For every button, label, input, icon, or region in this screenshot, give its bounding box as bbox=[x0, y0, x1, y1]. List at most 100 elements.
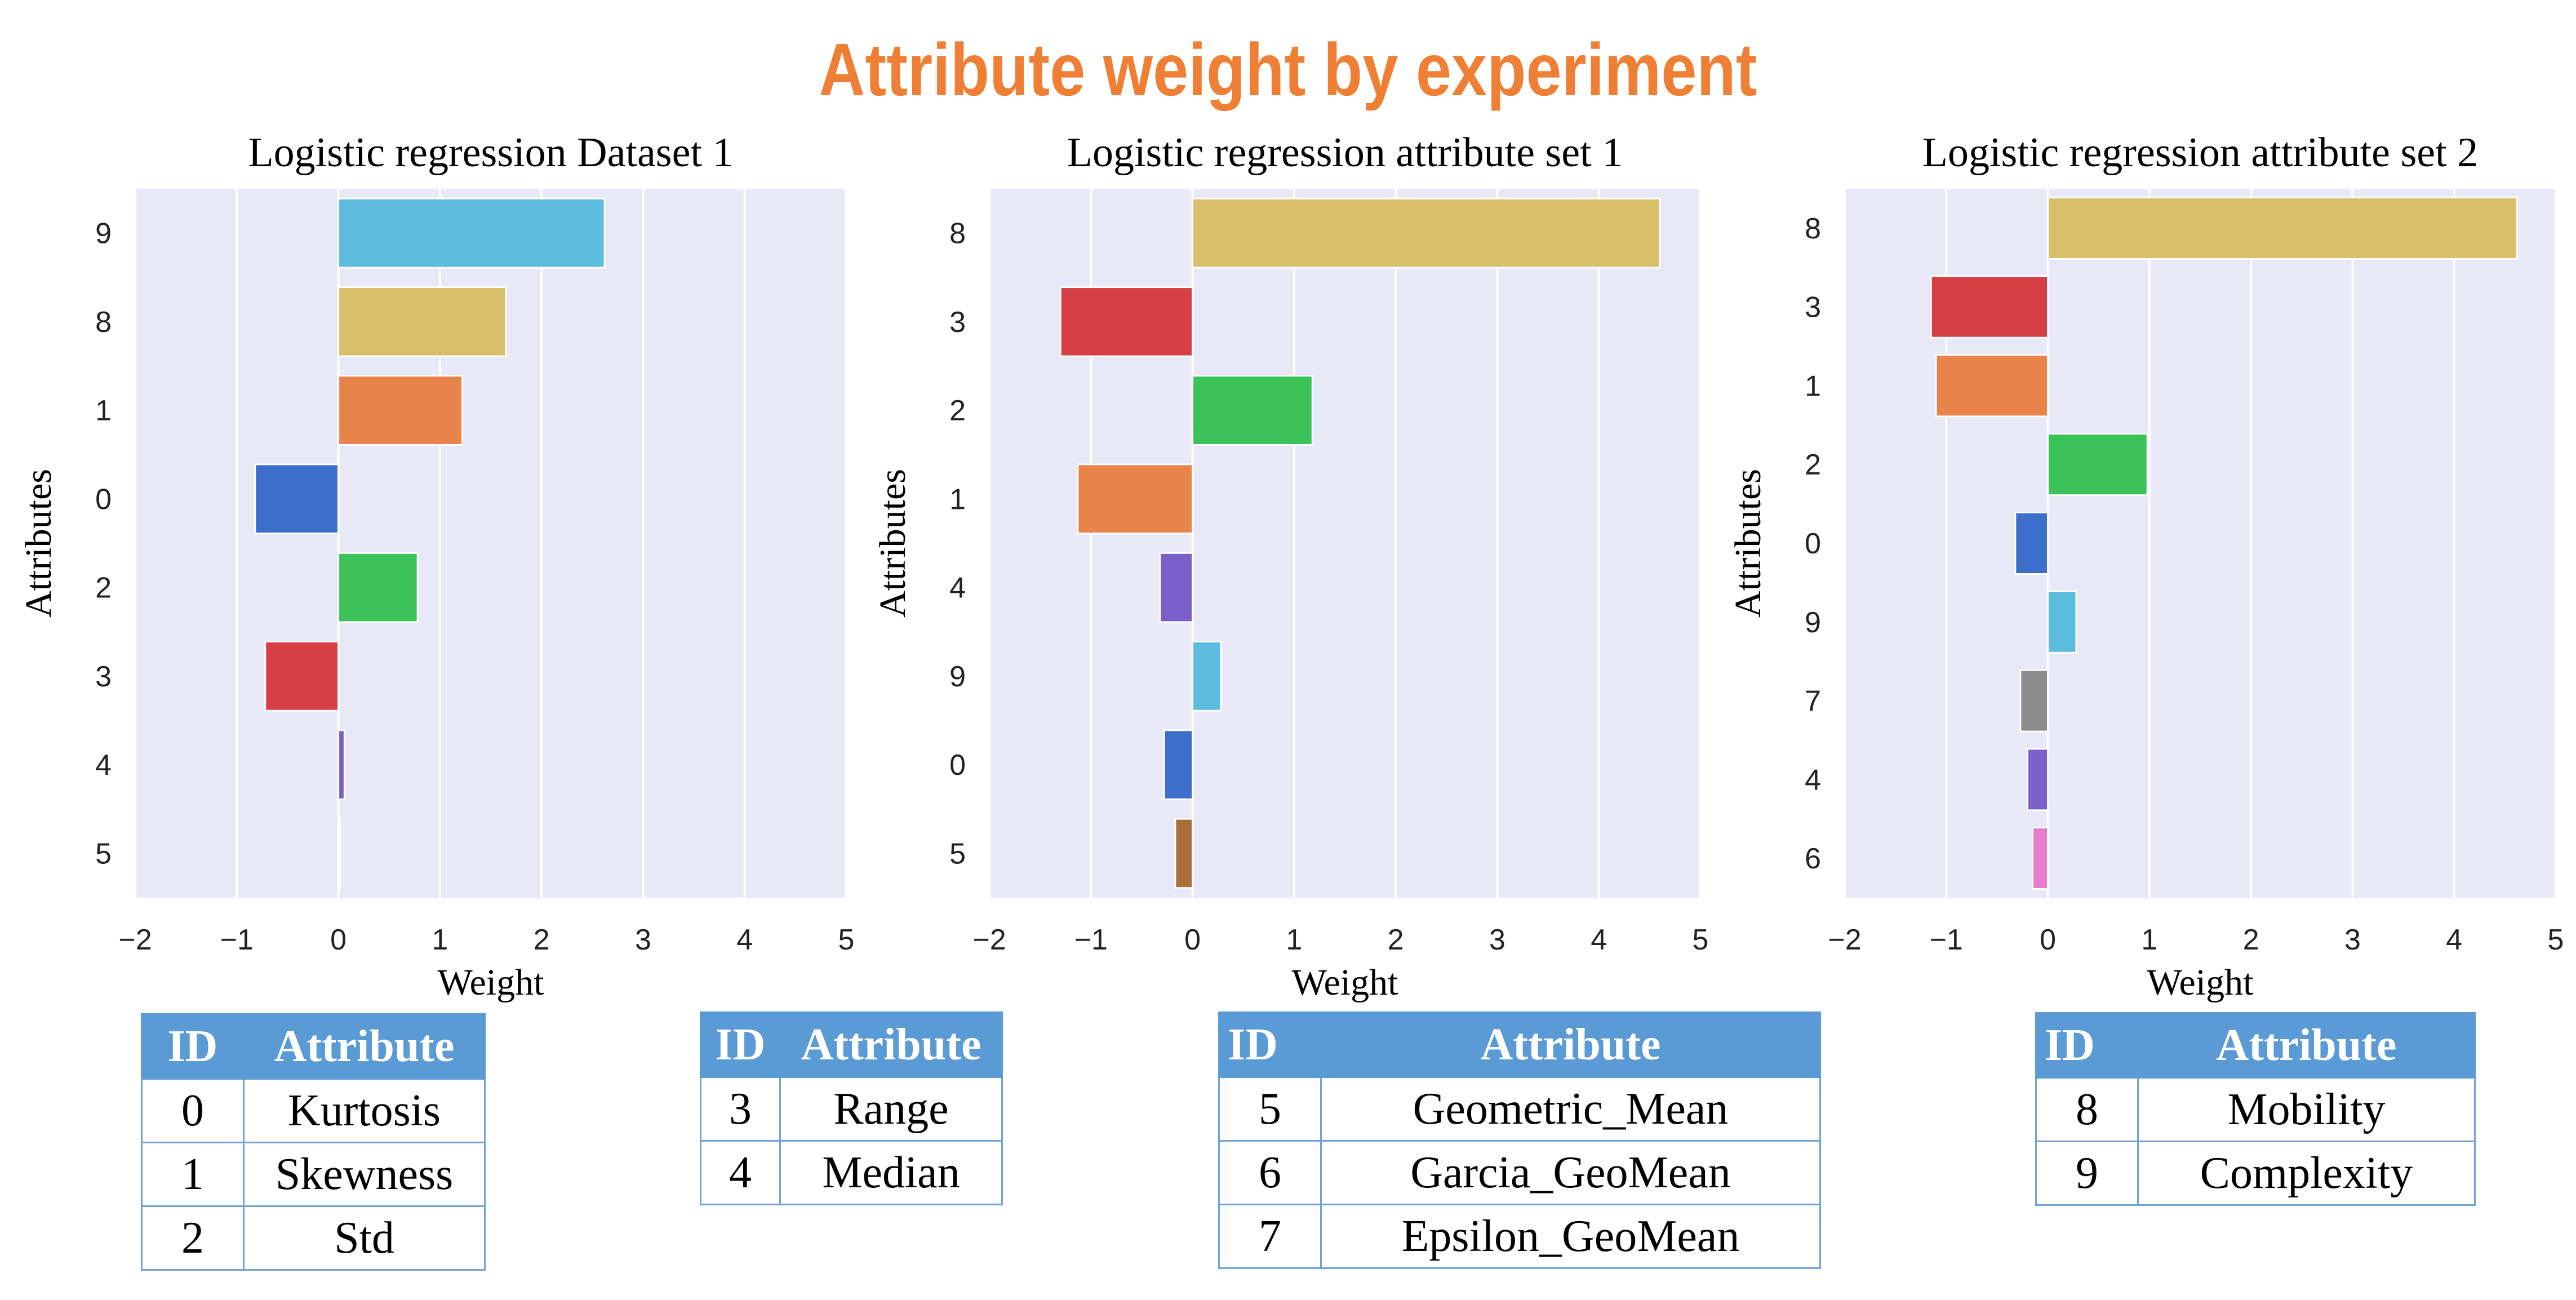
y-tick-label: 8 bbox=[949, 218, 966, 250]
bar-attribute-1 bbox=[1935, 354, 2049, 418]
table-row: 7 Epsilon_GeoMean bbox=[1218, 1204, 1821, 1269]
y-tick-label: 8 bbox=[95, 306, 112, 339]
x-tick-label: 1 bbox=[432, 924, 448, 956]
y-tick-label: 5 bbox=[949, 837, 966, 870]
y-tick-label: 9 bbox=[1805, 606, 1821, 639]
x-tick-label: 1 bbox=[1286, 924, 1302, 956]
bar-attribute-0 bbox=[1163, 729, 1194, 800]
table-cell-attribute: Epsilon_GeoMean bbox=[1320, 1204, 1821, 1269]
table-cell-attribute: Std bbox=[243, 1205, 486, 1271]
bar-attribute-4 bbox=[1159, 552, 1194, 623]
y-tick-label: 5 bbox=[95, 837, 112, 870]
x-tick-label: −2 bbox=[118, 924, 152, 956]
chart-panel-1: −2 −1 0 1 2 3 4 5 9 8 1 0 2 3 4 5 Logistic regression Da… bbox=[18, 130, 854, 1003]
y-tick-label: 9 bbox=[949, 660, 966, 693]
x-tick-label: −1 bbox=[1074, 924, 1108, 956]
bar-attribute-7 bbox=[2019, 669, 2049, 733]
table-row: 4 Median bbox=[700, 1140, 1003, 1205]
table-cell-attribute: Range bbox=[779, 1076, 1003, 1142]
x-tick-label: 5 bbox=[1693, 924, 1709, 956]
table-row: 0 Kurtosis bbox=[141, 1078, 486, 1143]
table-row: 5 Geometric_Mean bbox=[1218, 1076, 1821, 1142]
x-tick-label: −1 bbox=[220, 924, 254, 956]
table-cell-id: 3 bbox=[700, 1076, 781, 1142]
chart-panel-2: −2 −1 0 1 2 3 4 5 8 3 2 1 4 9 0 5 Logistic regression at… bbox=[872, 130, 1708, 1003]
x-tick-label: 2 bbox=[1388, 924, 1404, 956]
y-axis-label: Attributes bbox=[872, 469, 913, 618]
figure-title: Attribute weight by experiment bbox=[819, 28, 1757, 111]
table-cell-id: 2 bbox=[141, 1205, 245, 1271]
y-tick-label: 3 bbox=[1805, 291, 1821, 324]
chart-panel-3: −2 −1 0 1 2 3 4 5 8 3 1 2 0 9 7 4 6 Logistic regression a… bbox=[1727, 130, 2564, 1003]
bar-attribute-9 bbox=[337, 197, 606, 269]
table-header-id: ID bbox=[141, 1013, 245, 1080]
table-cell-id: 7 bbox=[1218, 1204, 1322, 1269]
x-tick-label: 5 bbox=[838, 924, 855, 956]
x-tick-label: −1 bbox=[1930, 924, 1963, 956]
y-tick-label: 1 bbox=[95, 394, 112, 427]
x-axis-label: Weight bbox=[2147, 962, 2254, 1003]
x-tick-label: −2 bbox=[1828, 924, 1861, 956]
bar-attribute-9 bbox=[1192, 641, 1222, 712]
bar-attribute-0 bbox=[254, 463, 340, 535]
table-cell-id: 6 bbox=[1218, 1140, 1322, 1205]
bar-attribute-5 bbox=[1174, 818, 1194, 889]
panel-title: Logistic regression Dataset 1 bbox=[248, 130, 733, 176]
table-cell-id: 4 bbox=[700, 1140, 781, 1205]
y-axis-label: Attributes bbox=[1727, 469, 1769, 618]
x-tick-label: 3 bbox=[635, 924, 651, 956]
bar-attribute-5 bbox=[337, 818, 341, 889]
y-tick-label: 0 bbox=[949, 749, 966, 782]
table-cell-id: 0 bbox=[141, 1078, 245, 1143]
x-tick-label: 3 bbox=[1489, 924, 1505, 956]
bar-attribute-3 bbox=[1059, 286, 1194, 357]
table-row: 8 Mobility bbox=[2035, 1077, 2476, 1142]
x-axis-label: Weight bbox=[1292, 962, 1398, 1003]
y-tick-label: 6 bbox=[1805, 842, 1821, 875]
table-cell-id: 1 bbox=[141, 1142, 245, 1207]
table-header-attribute: Attribute bbox=[2137, 1012, 2476, 1079]
x-tick-label: 1 bbox=[2141, 924, 2157, 956]
bar-attribute-4 bbox=[337, 729, 345, 800]
bar-attribute-1 bbox=[1077, 463, 1194, 535]
bar-attribute-9 bbox=[2047, 590, 2077, 654]
x-tick-label: 0 bbox=[330, 924, 347, 956]
y-tick-label: 4 bbox=[95, 749, 112, 782]
y-tick-label: 2 bbox=[949, 394, 966, 427]
x-tick-label: 5 bbox=[2548, 924, 2564, 956]
legend-table-attribute-set-1a: ID Attribute 3 Range 4 Median bbox=[700, 1011, 1003, 1205]
table-cell-attribute: Kurtosis bbox=[243, 1078, 486, 1143]
table-row: 3 Range bbox=[700, 1076, 1003, 1142]
legend-table-attribute-set-2: ID Attribute 8 Mobility 9 Complexity bbox=[2035, 1012, 2476, 1206]
bar-attribute-0 bbox=[2014, 511, 2049, 575]
y-tick-label: 8 bbox=[1805, 212, 1821, 245]
table-cell-attribute: Garcia_GeoMean bbox=[1320, 1140, 1821, 1205]
x-tick-label: 0 bbox=[2040, 924, 2056, 956]
bar-attribute-6 bbox=[2032, 827, 2049, 890]
legend-table-dataset-1: ID Attribute 0 Kurtosis 1 Skewness 2 Std bbox=[141, 1013, 486, 1271]
table-cell-attribute: Mobility bbox=[2137, 1077, 2476, 1142]
x-tick-label: 3 bbox=[2344, 924, 2361, 956]
bar-attribute-2 bbox=[337, 552, 419, 623]
bar-attribute-8 bbox=[337, 286, 507, 357]
bar-attribute-1 bbox=[337, 375, 464, 446]
y-tick-label: 1 bbox=[949, 483, 966, 516]
table-cell-attribute: Median bbox=[779, 1140, 1003, 1205]
table-header-id: ID bbox=[1218, 1011, 1322, 1078]
y-axis-label: Attributes bbox=[18, 469, 59, 618]
legend-table-attribute-set-1b: ID Attribute 5 Geometric_Mean 6 Garcia_G… bbox=[1218, 1011, 1821, 1269]
y-tick-label: 0 bbox=[1805, 527, 1821, 560]
y-tick-label: 3 bbox=[95, 660, 112, 693]
y-tick-label: 9 bbox=[95, 218, 112, 250]
y-tick-label: 4 bbox=[1805, 764, 1821, 796]
y-tick-label: 2 bbox=[95, 572, 112, 605]
bar-attribute-2 bbox=[1192, 375, 1313, 446]
table-cell-attribute: Skewness bbox=[243, 1142, 486, 1207]
x-tick-label: 4 bbox=[1591, 924, 1607, 956]
x-tick-label: 2 bbox=[534, 924, 550, 956]
table-header-id: ID bbox=[700, 1011, 781, 1078]
table-header-attribute: Attribute bbox=[1320, 1011, 1821, 1078]
bar-attribute-3 bbox=[1930, 275, 2049, 339]
table-header-id: ID bbox=[2035, 1012, 2139, 1079]
